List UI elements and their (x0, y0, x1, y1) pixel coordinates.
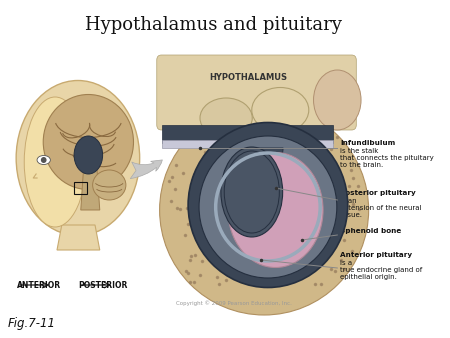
Text: Anterior pituitary: Anterior pituitary (340, 252, 412, 258)
Text: Posterior pituitary: Posterior pituitary (340, 190, 416, 196)
Polygon shape (236, 148, 264, 225)
Ellipse shape (160, 105, 369, 315)
Text: Sphenoid bone: Sphenoid bone (340, 228, 401, 234)
Polygon shape (57, 225, 100, 250)
Ellipse shape (16, 80, 140, 236)
FancyBboxPatch shape (162, 140, 333, 148)
Ellipse shape (199, 136, 337, 278)
Text: POSTERIOR: POSTERIOR (78, 281, 127, 290)
Ellipse shape (93, 170, 126, 200)
Ellipse shape (188, 122, 348, 288)
Polygon shape (81, 168, 100, 210)
Ellipse shape (200, 98, 252, 138)
Ellipse shape (43, 95, 134, 190)
Text: Infundibulum: Infundibulum (340, 140, 396, 146)
FancyBboxPatch shape (157, 55, 356, 130)
Text: ANTERIOR: ANTERIOR (17, 281, 61, 290)
Text: Hypothalamus and pituitary: Hypothalamus and pituitary (86, 16, 342, 34)
Text: Fig.7-11: Fig.7-11 (8, 317, 56, 330)
Ellipse shape (74, 136, 103, 174)
Text: is the stalk
that connects the pituitary
to the brain.: is the stalk that connects the pituitary… (340, 148, 434, 168)
Bar (74, 182, 87, 194)
Ellipse shape (314, 70, 361, 130)
Ellipse shape (24, 97, 86, 227)
Ellipse shape (221, 147, 283, 237)
Text: Copyright © 2009 Pearson Education, Inc.: Copyright © 2009 Pearson Education, Inc. (176, 300, 292, 306)
Text: HYPOTHALAMUS: HYPOTHALAMUS (209, 73, 287, 82)
FancyBboxPatch shape (162, 125, 333, 143)
Ellipse shape (228, 152, 323, 267)
Ellipse shape (41, 157, 46, 163)
Ellipse shape (224, 151, 279, 233)
FancyArrowPatch shape (130, 160, 162, 178)
Text: is an
extension of the neural
tissue.: is an extension of the neural tissue. (340, 198, 422, 218)
Polygon shape (255, 148, 283, 185)
Ellipse shape (37, 155, 50, 165)
Text: is a
true endocrine gland of
epithelial origin.: is a true endocrine gland of epithelial … (340, 260, 423, 280)
Ellipse shape (252, 88, 309, 132)
